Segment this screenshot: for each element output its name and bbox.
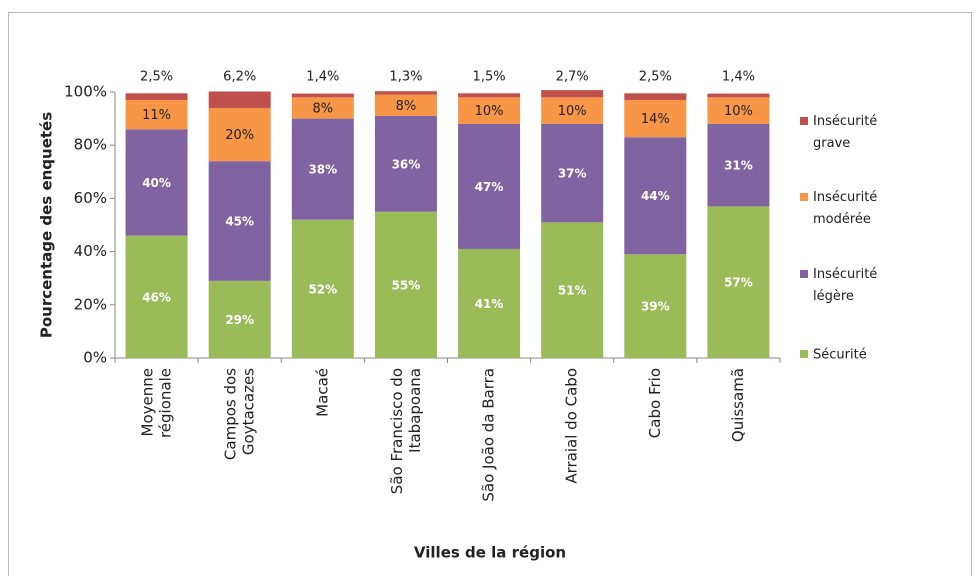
- value-label: 10%: [475, 104, 504, 119]
- bar-segment: [125, 99, 188, 130]
- value-label: 1,4%: [306, 70, 339, 85]
- value-label: 8%: [396, 99, 417, 114]
- value-label: 31%: [724, 159, 753, 173]
- bar-segment: [291, 93, 354, 98]
- bar-segment: [208, 280, 271, 358]
- bar-segment: [291, 97, 354, 119]
- bar-segment: [374, 115, 437, 212]
- value-label: 1,3%: [389, 70, 422, 85]
- bar-segment: [208, 107, 271, 162]
- bar-segment: [624, 93, 687, 100]
- legend-label: Sécurité: [813, 348, 867, 363]
- legend-swatch: [800, 193, 808, 201]
- legend-swatch: [800, 270, 808, 278]
- bar-segment: [541, 97, 604, 124]
- value-label: 29%: [225, 313, 254, 327]
- bar-segment: [208, 91, 271, 108]
- value-label: 36%: [392, 157, 421, 171]
- bar-segment: [291, 118, 354, 220]
- bar-segment: [374, 91, 437, 95]
- y-tick-label: 40%: [74, 242, 107, 260]
- value-label: 57%: [724, 276, 753, 290]
- value-label: 8%: [313, 101, 334, 116]
- value-label: 41%: [475, 297, 504, 311]
- x-tick-label: Macaé: [313, 368, 331, 417]
- legend-swatch: [800, 117, 808, 125]
- value-label: 6,2%: [223, 70, 256, 85]
- value-label: 37%: [558, 167, 587, 181]
- legend-label: Insécurité grave: [813, 114, 877, 151]
- bar-segment: [458, 93, 521, 98]
- value-label: 46%: [142, 290, 171, 304]
- legend-swatch: [800, 350, 808, 358]
- bar-segment: [291, 219, 354, 358]
- value-label: 11%: [142, 108, 171, 123]
- value-label: 47%: [475, 180, 504, 194]
- value-label: 10%: [724, 104, 753, 119]
- value-label: 1,4%: [722, 70, 755, 85]
- bar-segment: [707, 97, 770, 124]
- value-label: 44%: [641, 189, 670, 203]
- x-tick-label: São João da Barra: [480, 368, 498, 502]
- bar-segment: [125, 93, 188, 100]
- bar-segment: [624, 254, 687, 358]
- bar-segment: [541, 123, 604, 223]
- y-tick-label: 80%: [74, 136, 107, 154]
- value-label: 2,5%: [639, 70, 672, 85]
- value-label: 55%: [392, 278, 421, 292]
- value-label: 2,7%: [556, 70, 589, 85]
- x-tick-label: São Francisco doItabapoana: [387, 368, 423, 494]
- value-label: 20%: [225, 128, 254, 143]
- bar-segment: [541, 222, 604, 358]
- value-label: 2,5%: [140, 70, 173, 85]
- bar-segment: [458, 248, 521, 358]
- value-label: 51%: [558, 284, 587, 298]
- bar-segment: [707, 93, 770, 98]
- bar-segment: [374, 94, 437, 116]
- y-tick-label: 100%: [64, 83, 107, 101]
- x-tick-label: Campos dosGoytacazes: [221, 368, 257, 460]
- bar-segment: [624, 137, 687, 255]
- bar-segment: [707, 123, 770, 207]
- value-label: 10%: [558, 104, 587, 119]
- legend-label: Insécurité légère: [813, 267, 877, 304]
- x-tick-label: Arraial do Cabo: [563, 368, 581, 484]
- bar-segment: [541, 90, 604, 98]
- y-tick-label: 20%: [74, 295, 107, 313]
- bar-segment: [707, 206, 770, 358]
- x-tick-label: Cabo Frio: [646, 368, 664, 438]
- bar-segment: [125, 129, 188, 236]
- y-tick-label: 0%: [83, 349, 107, 367]
- value-label: 14%: [641, 112, 670, 127]
- bar-segment: [458, 97, 521, 124]
- x-tick-label: Quissamã: [729, 368, 747, 442]
- value-label: 39%: [641, 300, 670, 314]
- bar-segment: [458, 123, 521, 249]
- value-label: 38%: [308, 163, 337, 177]
- y-axis-title: Pourcentage des enquetés: [38, 112, 56, 338]
- value-label: 40%: [142, 176, 171, 190]
- value-label: 52%: [308, 282, 337, 296]
- y-tick-label: 60%: [74, 189, 107, 207]
- value-label: 45%: [225, 215, 254, 229]
- bar-segment: [624, 99, 687, 138]
- bar-segment: [374, 211, 437, 358]
- x-axis-title: Villes de la région: [414, 544, 566, 562]
- bar-segment: [208, 161, 271, 281]
- bar-segment: [125, 235, 188, 358]
- x-tick-label: Moyennerégionale: [138, 368, 174, 438]
- value-label: 1,5%: [473, 70, 506, 85]
- legend-label: Insécurité modérée: [813, 190, 877, 227]
